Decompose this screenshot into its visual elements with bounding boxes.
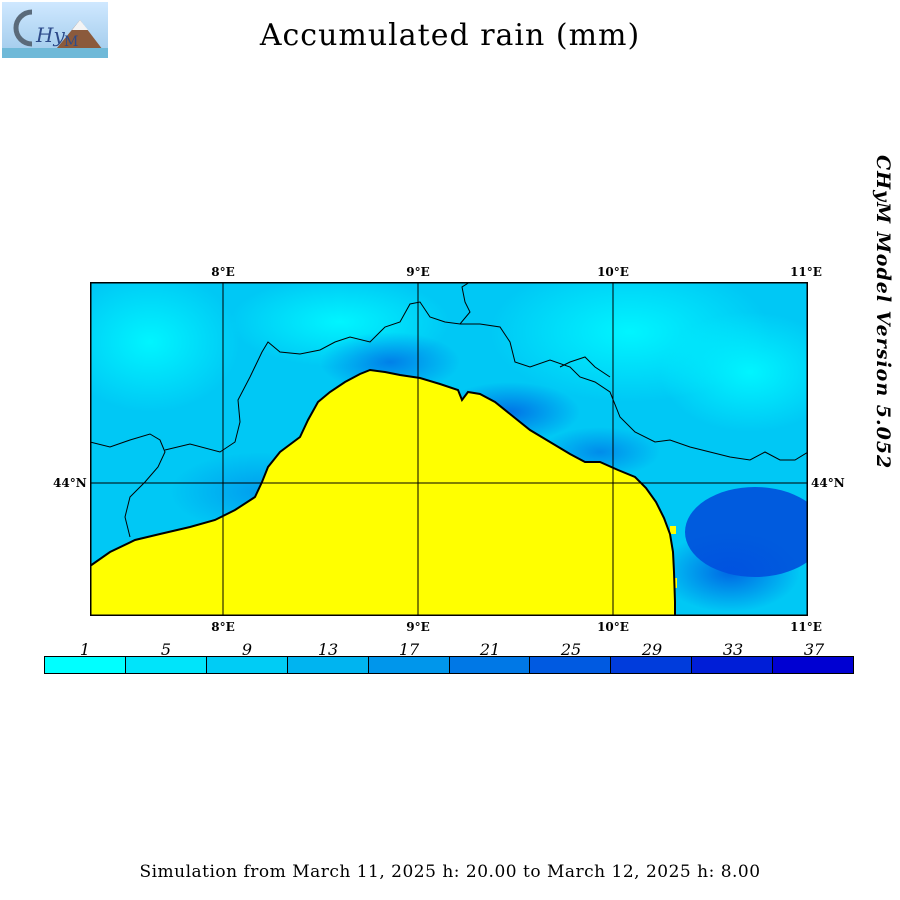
legend-swatch (611, 657, 693, 673)
legend-swatch (125, 657, 207, 673)
svg-text:M: M (64, 34, 78, 50)
region-boundary (89, 281, 809, 538)
lon-label-bottom: 11°E (790, 620, 822, 634)
model-version-label: CHyM Model Version 5.052 (872, 155, 894, 470)
legend-value: 37 (803, 640, 825, 659)
map-frame (89, 281, 809, 617)
svg-text:Hy: Hy (35, 23, 65, 47)
legend-swatch (287, 657, 369, 673)
lon-label-top: 11°E (790, 265, 822, 279)
simulation-period: Simulation from March 11, 2025 h: 20.00 … (139, 862, 761, 882)
graticule (90, 282, 808, 616)
legend-value: 1 (79, 640, 91, 659)
legend-swatch (368, 657, 450, 673)
legend-swatch (692, 657, 774, 673)
legend-swatch (449, 657, 531, 673)
lon-label-top: 10°E (597, 265, 629, 279)
lon-label-bottom: 8°E (211, 620, 235, 634)
legend-value: 13 (317, 640, 339, 659)
lon-label-bottom: 10°E (597, 620, 629, 634)
legend-value: 33 (722, 640, 744, 659)
legend-swatch (773, 657, 854, 673)
legend-color-bar (44, 656, 854, 674)
sea-area (90, 370, 675, 616)
legend-swatch (206, 657, 288, 673)
legend-value: 21 (479, 640, 501, 659)
lat-label-left: 44°N (53, 476, 87, 490)
legend-swatch (45, 657, 126, 673)
lon-label-top: 9°E (406, 265, 430, 279)
legend-value: 9 (241, 640, 253, 659)
lon-label-top: 8°E (211, 265, 235, 279)
legend-value: 17 (398, 640, 420, 659)
chart-title: Accumulated rain (mm) (259, 18, 641, 53)
rainfall-map (60, 262, 840, 617)
legend-swatch (530, 657, 612, 673)
legend-value: 5 (160, 640, 172, 659)
lat-label-right: 44°N (811, 476, 845, 490)
legend-value: 25 (560, 640, 582, 659)
legend-value: 29 (641, 640, 663, 659)
chym-logo: Hy M (2, 2, 108, 58)
coastline (89, 368, 676, 616)
lon-label-bottom: 9°E (406, 620, 430, 634)
